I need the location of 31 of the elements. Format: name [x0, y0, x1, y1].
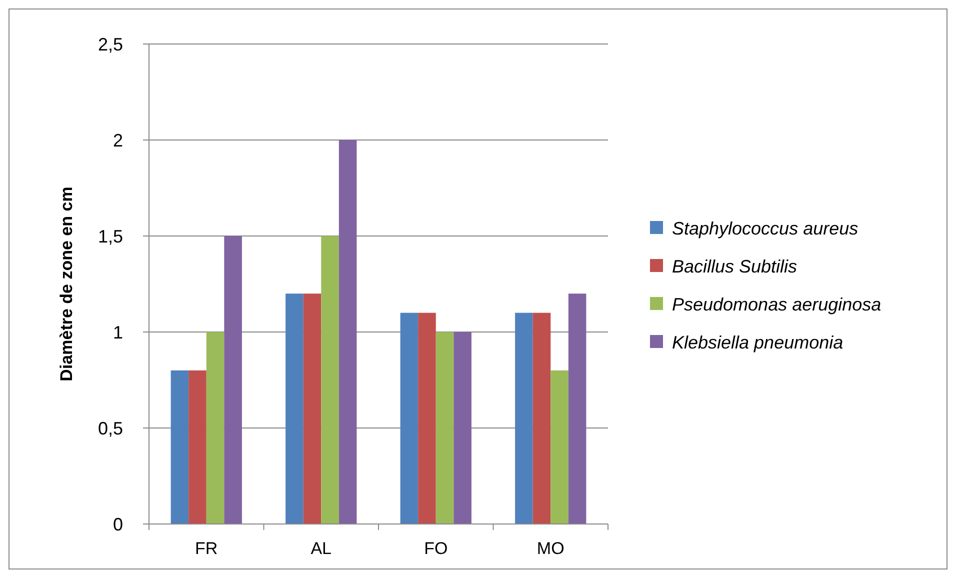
bar	[400, 312, 418, 524]
bar	[188, 370, 206, 524]
y-tick-label: 2	[112, 130, 123, 150]
bar	[286, 294, 304, 524]
legend-label: Klebsiella pneumonia	[672, 332, 844, 352]
bar	[338, 140, 357, 524]
y-tick-label: 0	[112, 514, 123, 534]
bar	[418, 312, 436, 524]
y-tick-label: 1	[112, 322, 123, 342]
bar	[568, 294, 586, 524]
legend-label: Staphylococcus aureus	[672, 218, 858, 238]
bar	[454, 332, 472, 524]
y-tick-label: 1,5	[98, 226, 123, 246]
y-tick-label: 2,5	[98, 34, 123, 54]
x-tick-label: MO	[536, 539, 564, 558]
bar	[170, 370, 189, 524]
bar	[224, 236, 242, 524]
legend-label: Bacillus Subtilis	[672, 256, 798, 276]
x-tick-label: AL	[310, 539, 332, 558]
bar	[532, 312, 551, 524]
x-tick-label: FO	[424, 539, 448, 558]
bar	[515, 312, 533, 524]
x-tick-label: FR	[195, 539, 218, 558]
bar	[303, 294, 322, 524]
bar	[321, 236, 339, 524]
bar	[206, 332, 224, 524]
legend-label: Pseudomonas aeruginosa	[672, 294, 882, 314]
bar	[550, 370, 568, 524]
y-axis-title: Diamètre de zone en cm	[57, 186, 76, 382]
y-tick-label: 0,5	[98, 418, 123, 438]
bar	[436, 332, 454, 524]
